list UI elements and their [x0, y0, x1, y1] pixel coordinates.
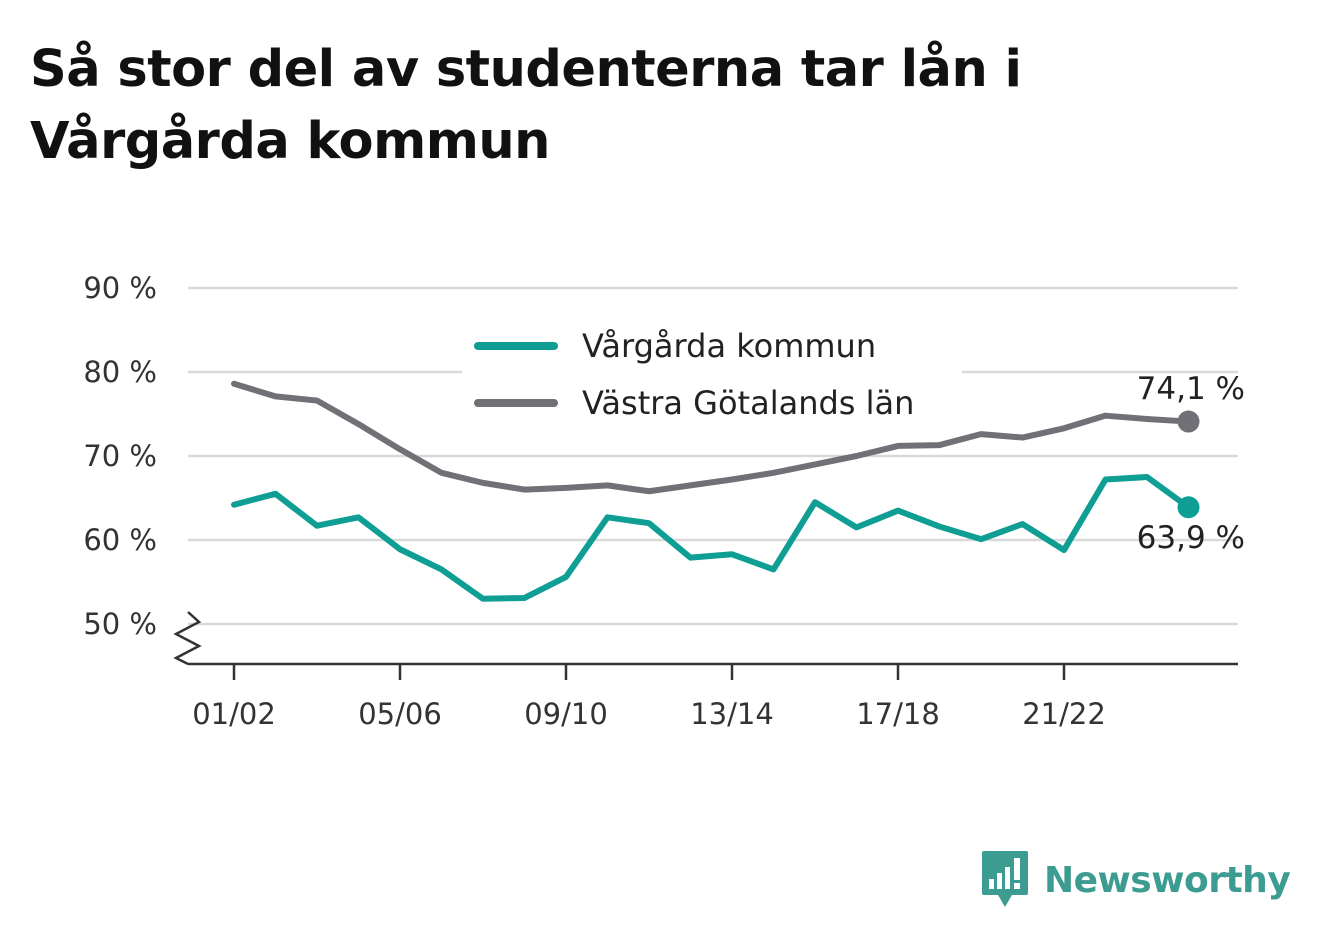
newsworthy-logo-icon [982, 851, 1028, 907]
x-tick-label: 13/14 [690, 697, 774, 731]
y-tick-label: 60 % [83, 523, 157, 557]
legend-background [462, 318, 962, 428]
y-tick-label: 80 % [83, 355, 157, 389]
y-axis-break-icon [173, 611, 202, 666]
x-tick-label: 17/18 [856, 697, 940, 731]
end-label-vargarda: 63,9 % [1137, 520, 1245, 556]
series-end-point-1 [1177, 410, 1200, 433]
series-line-1 [231, 380, 1192, 495]
y-tick-label: 50 % [83, 607, 157, 641]
newsworthy-logo: Newsworthy [980, 848, 1291, 912]
end-label-vastra-gotaland: 74,1 % [1137, 371, 1245, 407]
newsworthy-logo-text: Newsworthy [1044, 859, 1291, 901]
series-lines [231, 380, 1200, 602]
x-tick-label: 09/10 [524, 697, 608, 731]
y-tick-label: 70 % [83, 439, 157, 473]
legend: Vårgårda kommun Västra Götalands län [462, 318, 962, 428]
legend-label: Vårgårda kommun [582, 327, 876, 365]
end-labels: 74,1 % 63,9 % [1137, 371, 1245, 556]
y-axis-ticks: 50 % 60 % 70 % 80 % 90 % [83, 271, 157, 641]
gridlines [188, 286, 1238, 626]
x-tick-label: 05/06 [358, 697, 442, 731]
legend-label: Västra Götalands län [582, 384, 914, 422]
chart-title: Så stor del av studenterna tar lån i Vår… [30, 40, 1022, 171]
series-end-point-0 [1177, 496, 1200, 519]
x-axis-ticks: 01/02 05/06 09/10 13/14 17/18 21/22 [192, 664, 1106, 731]
y-tick-label: 90 % [83, 271, 157, 305]
x-axis [173, 611, 1238, 666]
x-tick-label: 21/22 [1022, 697, 1106, 731]
x-tick-label: 01/02 [192, 697, 276, 731]
series-line-0 [231, 474, 1192, 602]
